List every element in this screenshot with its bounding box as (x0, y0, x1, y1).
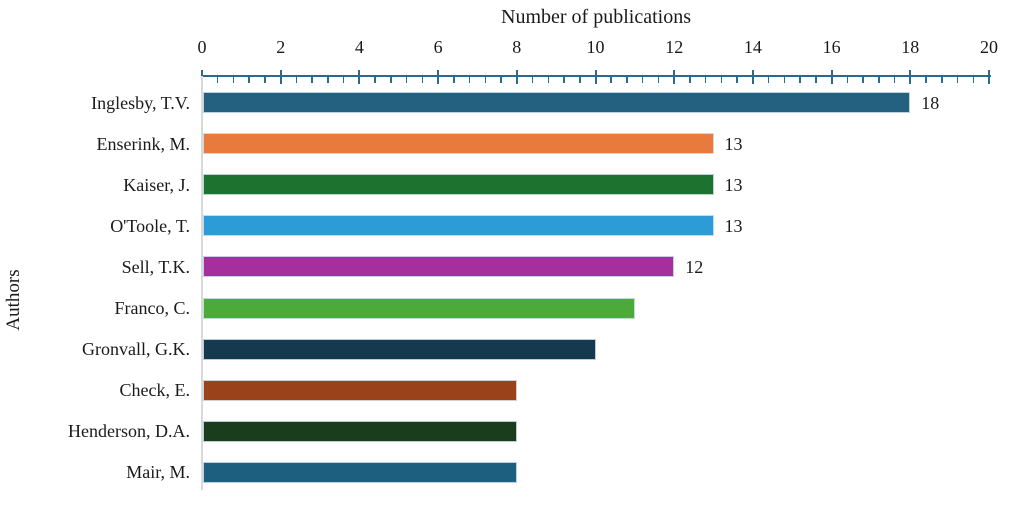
category-label: Gronvall, G.K. (82, 339, 190, 360)
x-minor-tick (248, 77, 250, 83)
data-label: 13 (724, 215, 743, 236)
x-minor-tick (846, 77, 849, 83)
x-minor-tick (468, 77, 471, 83)
x-major-tick (673, 70, 676, 84)
x-tick-label: 12 (665, 37, 684, 57)
category-label: O'Toole, T. (110, 215, 190, 236)
x-minor-tick (484, 77, 487, 83)
data-label: 12 (685, 256, 704, 277)
x-minor-tick (453, 77, 455, 83)
x-tick-label: 4 (354, 37, 364, 57)
y-axis-title: Authors (3, 269, 24, 331)
category-label: Enserink, M. (96, 133, 191, 154)
x-major-tick (515, 70, 518, 84)
bar-4 (203, 215, 714, 237)
x-minor-tick (311, 77, 313, 83)
x-minor-tick (799, 77, 801, 83)
bar-2 (203, 133, 714, 155)
bar-8 (203, 379, 517, 401)
x-minor-tick (815, 77, 817, 83)
x-minor-tick (941, 77, 943, 83)
category-label: Sell, T.K. (121, 256, 190, 277)
y-axis-line (201, 76, 203, 490)
category-label: Franco, C. (114, 298, 191, 318)
x-tick-label: 10 (586, 37, 605, 57)
x-minor-tick (232, 77, 235, 83)
x-tick-label: 14 (743, 37, 762, 57)
x-minor-tick (547, 77, 550, 83)
x-tick-label: 20 (980, 37, 998, 57)
x-minor-tick (626, 77, 628, 83)
x-major-tick (358, 70, 361, 84)
x-minor-tick (216, 77, 219, 83)
bar-3 (203, 174, 714, 196)
x-minor-tick (610, 77, 612, 83)
category-label: Mair, M. (126, 462, 190, 483)
x-minor-tick (563, 77, 565, 83)
x-major-tick (909, 70, 912, 84)
x-major-tick (594, 70, 597, 84)
x-minor-tick (956, 77, 959, 83)
x-minor-tick (342, 77, 345, 83)
x-minor-tick (925, 77, 927, 83)
bar-10 (203, 461, 517, 483)
data-label: 13 (724, 133, 743, 154)
x-minor-tick (736, 77, 738, 83)
x-minor-tick (421, 77, 424, 83)
data-label: 13 (724, 174, 743, 195)
x-minor-tick (500, 77, 502, 83)
x-minor-tick (720, 77, 723, 83)
x-minor-tick (657, 77, 660, 83)
x-major-tick (437, 70, 440, 84)
category-label: Inglesby, T.V. (91, 92, 190, 113)
x-major-tick (830, 70, 833, 84)
x-minor-tick (641, 77, 644, 83)
x-minor-tick (264, 77, 266, 83)
bar-5 (203, 256, 675, 278)
x-minor-tick (783, 77, 786, 83)
category-label: Check, E. (119, 380, 190, 401)
x-minor-tick (862, 77, 864, 83)
x-minor-tick (878, 77, 880, 83)
x-tick-label: 0 (197, 37, 207, 57)
bar-1 (203, 92, 911, 113)
x-minor-tick (295, 77, 298, 83)
bar-6 (203, 297, 635, 319)
x-tick-label: 18 (901, 37, 920, 57)
x-minor-tick (405, 77, 408, 83)
x-minor-tick (704, 77, 707, 83)
bar-7 (203, 338, 596, 360)
x-minor-tick (972, 77, 974, 83)
x-tick-label: 6 (433, 37, 443, 57)
x-tick-label: 8 (512, 37, 522, 57)
x-minor-tick (390, 77, 392, 83)
x-minor-tick (327, 77, 329, 83)
x-axis-title: Number of publications (501, 6, 691, 28)
category-label: Kaiser, J. (123, 174, 190, 195)
x-major-tick (988, 70, 990, 84)
x-minor-tick (893, 77, 896, 83)
x-minor-tick (374, 77, 376, 83)
x-minor-tick (689, 77, 691, 83)
data-label: 18 (921, 92, 940, 113)
x-major-tick (279, 70, 282, 84)
bar-9 (203, 420, 517, 442)
x-minor-tick (531, 77, 534, 83)
x-major-tick (751, 70, 754, 84)
x-minor-tick (579, 77, 581, 83)
x-tick-label: 16 (822, 37, 841, 57)
x-minor-tick (767, 77, 770, 83)
x-tick-label: 2 (276, 37, 286, 57)
category-label: Henderson, D.A. (68, 421, 190, 442)
